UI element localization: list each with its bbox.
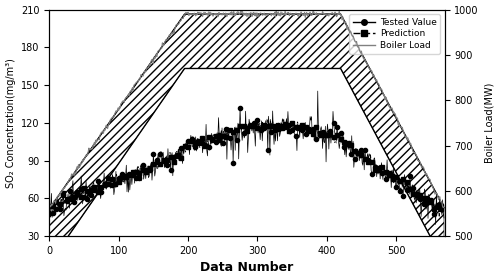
Legend: Tested Value, Prediction, Boiler Load: Tested Value, Prediction, Boiler Load: [349, 14, 440, 54]
Y-axis label: Boiler Load(MW): Boiler Load(MW): [484, 83, 494, 163]
X-axis label: Data Number: Data Number: [200, 262, 294, 274]
Y-axis label: SO₂ Concentration(mg/m³): SO₂ Concentration(mg/m³): [6, 58, 16, 188]
